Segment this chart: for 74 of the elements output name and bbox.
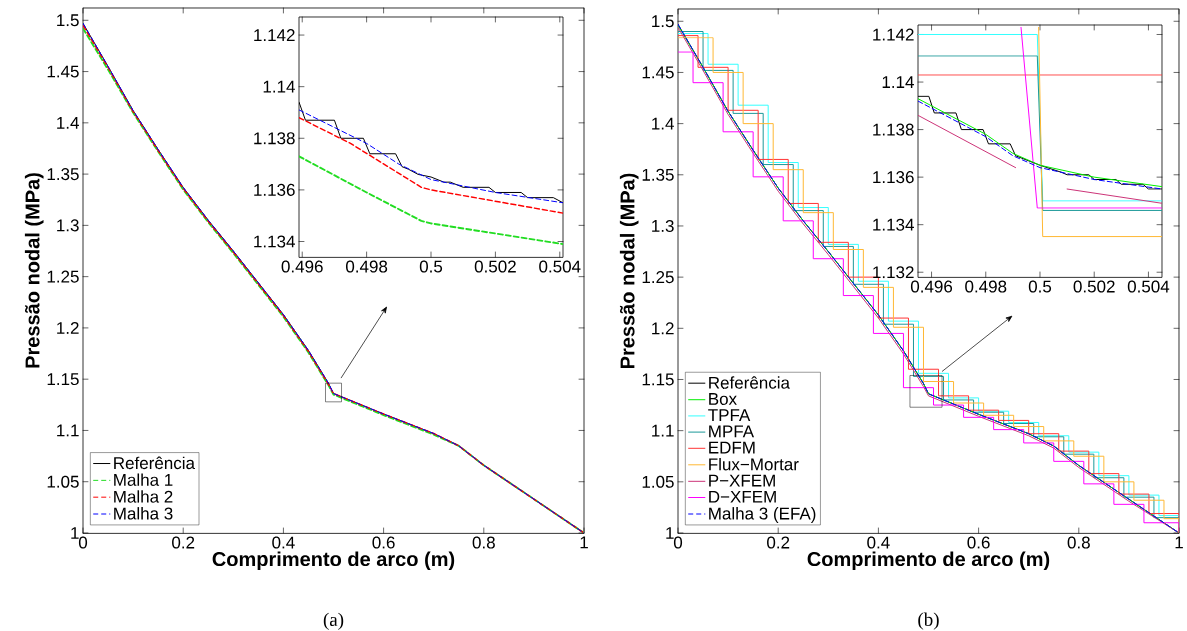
y-tick-label: 1.3 [57, 219, 79, 232]
legend-label: Malha 3 (EFA) [709, 507, 816, 523]
x-tick-label: 0.8 [1067, 536, 1090, 549]
y-tick-label: 1.15 [642, 373, 674, 386]
x-tick-label: 0.5 [1028, 280, 1052, 293]
y-tick-label: 1.45 [47, 65, 79, 78]
x-tick-label: 0.2 [172, 536, 195, 549]
y-tick-label: 1.35 [642, 168, 674, 181]
x-tick-label: 0.496 [281, 260, 323, 273]
y-tick-label: 1.136 [254, 183, 295, 196]
x-tick-label: 0.4 [272, 536, 295, 549]
y-tick-label: 1.2 [57, 321, 79, 334]
y-tick-label: 1.5 [57, 14, 79, 27]
text: (b) [918, 612, 939, 630]
x-tick-label: 0.4 [867, 536, 890, 549]
y-tick-label: 1.25 [47, 270, 79, 283]
x-tick-label: 0 [78, 536, 88, 549]
y-axis-title: Pressão nodal (MPa) [619, 173, 639, 369]
y-tick-label: 1.05 [47, 475, 79, 488]
x-tick-label: 0.5 [419, 260, 443, 273]
legend-label: Malha 1 [114, 473, 173, 486]
legend-label: Flux−Mortar [709, 457, 799, 471]
x-tick-label: 0.6 [372, 536, 395, 549]
y-tick-label: 1.1 [57, 424, 79, 437]
y-tick-label: 1.4 [652, 117, 674, 130]
x-tick-label: 0.504 [1127, 280, 1170, 293]
y-tick-label: 1.15 [47, 373, 79, 386]
x-tick-label: 0 [673, 536, 683, 549]
x-tick-label: 0.2 [767, 536, 790, 549]
x-tick-label: 0.498 [965, 280, 1007, 293]
x-axis-title: Comprimento de arco (m) [212, 551, 455, 571]
y-tick-label: 1 [71, 527, 79, 539]
y-tick-label: 1.134 [873, 218, 914, 231]
legend-label: D−XFEM [709, 490, 776, 503]
y-tick-label: 1.25 [642, 271, 674, 284]
x-tick-label: 0.498 [346, 260, 388, 273]
y-tick-label: 1.35 [47, 168, 79, 181]
text: (a) [323, 612, 344, 630]
x-tick-label: 1 [1175, 536, 1183, 549]
legend-label: Box [709, 393, 737, 405]
x-tick-label: 0.496 [910, 280, 953, 293]
x-tick-label: 0.6 [967, 536, 990, 549]
legend-label: EDFM [709, 441, 755, 454]
y-tick-label: 1.45 [642, 66, 674, 79]
y-tick-label: 1.138 [254, 132, 295, 145]
y-tick-label: 1 [666, 527, 674, 539]
legend-label: Referência [114, 456, 195, 470]
y-tick-label: 1.142 [873, 28, 914, 41]
x-tick-label: 0.504 [539, 260, 581, 273]
x-tick-label: 1 [580, 536, 588, 549]
y-tick-label: 1.132 [873, 266, 914, 279]
legend-label: P−XFEM [709, 474, 775, 487]
y-tick-label: 1.05 [642, 475, 674, 488]
legend-label: Referência [709, 376, 790, 389]
y-tick-label: 1.138 [873, 123, 914, 136]
x-tick-label: 0.8 [472, 536, 495, 549]
y-tick-label: 1.14 [882, 76, 914, 88]
legend-label: TPFA [708, 409, 751, 422]
legend-label: MPFA [709, 425, 755, 438]
x-axis-title: Comprimento de arco (m) [807, 551, 1050, 571]
y-tick-label: 1.3 [652, 219, 674, 232]
y-tick-label: 1.2 [652, 322, 674, 335]
y-tick-label: 1.5 [652, 15, 674, 28]
legend-label: Malha 3 [114, 507, 173, 520]
y-axis-title: Pressão nodal (MPa) [24, 173, 44, 368]
y-tick-label: 1.136 [873, 171, 914, 184]
legend-label: Malha 2 [114, 490, 173, 503]
x-tick-label: 0.502 [1073, 280, 1115, 293]
y-tick-label: 1.142 [254, 29, 295, 41]
y-tick-label: 1.14 [263, 80, 295, 93]
x-tick-label: 0.502 [474, 260, 516, 273]
y-tick-label: 1.4 [57, 116, 79, 129]
y-tick-label: 1.1 [652, 424, 674, 437]
y-tick-label: 1.134 [254, 235, 295, 248]
